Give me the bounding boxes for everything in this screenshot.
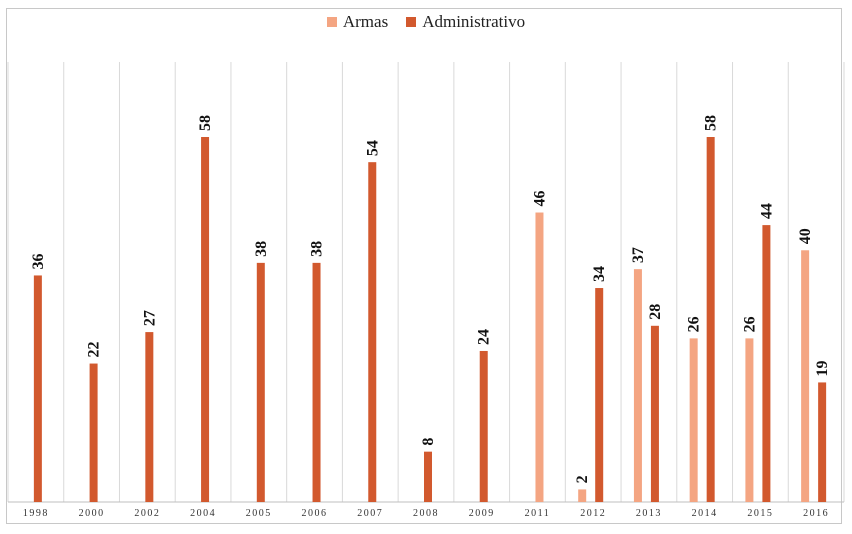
data-label: 54	[364, 140, 381, 156]
data-label: 2	[574, 475, 591, 483]
bar-administrativo-2014[interactable]	[706, 137, 715, 502]
x-tick-label: 2015	[747, 508, 773, 519]
x-tick-label: 2013	[636, 508, 662, 519]
bar-armas-2013[interactable]	[633, 269, 642, 502]
legend-swatch-administrativo	[406, 17, 417, 27]
x-tick-label: 2004	[190, 508, 216, 519]
bar-administrativo-2012[interactable]	[595, 288, 604, 502]
data-label: 38	[253, 241, 270, 257]
bar-administrativo-2002[interactable]	[145, 332, 154, 502]
x-tick-label: 2009	[469, 508, 495, 519]
chart-legend: Armas Administrativo	[0, 8, 852, 36]
data-label: 8	[420, 438, 437, 446]
x-tick-label: 2000	[79, 508, 105, 519]
x-tick-label: 2011	[525, 508, 551, 519]
data-label: 46	[531, 191, 548, 207]
x-tick-label: 2006	[302, 508, 328, 519]
bar-armas-2014[interactable]	[689, 338, 698, 502]
bar-administrativo-2009[interactable]	[479, 350, 488, 502]
bar-administrativo-2008[interactable]	[424, 451, 432, 502]
bar-administrativo-2015[interactable]	[762, 225, 771, 502]
bar-administrativo-2005[interactable]	[256, 262, 265, 502]
bar-armas-2011[interactable]	[535, 212, 544, 502]
x-tick-label: 2008	[413, 508, 439, 519]
data-label: 58	[197, 115, 214, 131]
bar-administrativo-2007[interactable]	[368, 162, 377, 502]
data-label: 19	[814, 360, 831, 376]
x-tick-label: 2002	[134, 508, 160, 519]
x-tick-label: 2005	[246, 508, 272, 519]
bar-administrativo-2013[interactable]	[650, 325, 659, 502]
bar-armas-2012[interactable]	[578, 489, 587, 502]
data-label: 28	[647, 304, 664, 320]
legend-item-administrativo[interactable]: Administrativo	[406, 12, 525, 32]
bar-administrativo-1998[interactable]	[33, 275, 42, 502]
x-tick-label: 2007	[357, 508, 383, 519]
data-label: 36	[30, 253, 47, 269]
bar-administrativo-2006[interactable]	[312, 262, 321, 502]
bar-administrativo-2016[interactable]	[818, 382, 827, 502]
data-label: 37	[630, 247, 647, 263]
data-label: 22	[86, 342, 103, 358]
data-label: 58	[703, 115, 720, 131]
data-label: 34	[591, 266, 608, 282]
data-label: 26	[686, 316, 703, 332]
x-tick-label: 2012	[580, 508, 606, 519]
data-label: 44	[758, 203, 775, 219]
bar-administrativo-2004[interactable]	[201, 137, 210, 502]
data-label: 40	[797, 228, 814, 244]
legend-item-armas[interactable]: Armas	[326, 12, 389, 32]
bar-armas-2016[interactable]	[801, 250, 810, 502]
bar-administrativo-2000[interactable]	[89, 363, 98, 502]
data-label: 24	[476, 329, 493, 345]
x-tick-label: 2016	[803, 508, 829, 519]
x-tick-label: 2014	[692, 508, 718, 519]
bar-armas-2015[interactable]	[745, 338, 754, 502]
x-tick-label: 1998	[23, 508, 49, 519]
legend-swatch-armas	[326, 17, 337, 27]
data-label: 26	[741, 316, 758, 332]
data-label: 38	[309, 241, 326, 257]
legend-label-administrativo: Administrativo	[422, 12, 526, 31]
data-label: 27	[141, 310, 158, 326]
legend-label-armas: Armas	[342, 12, 389, 31]
